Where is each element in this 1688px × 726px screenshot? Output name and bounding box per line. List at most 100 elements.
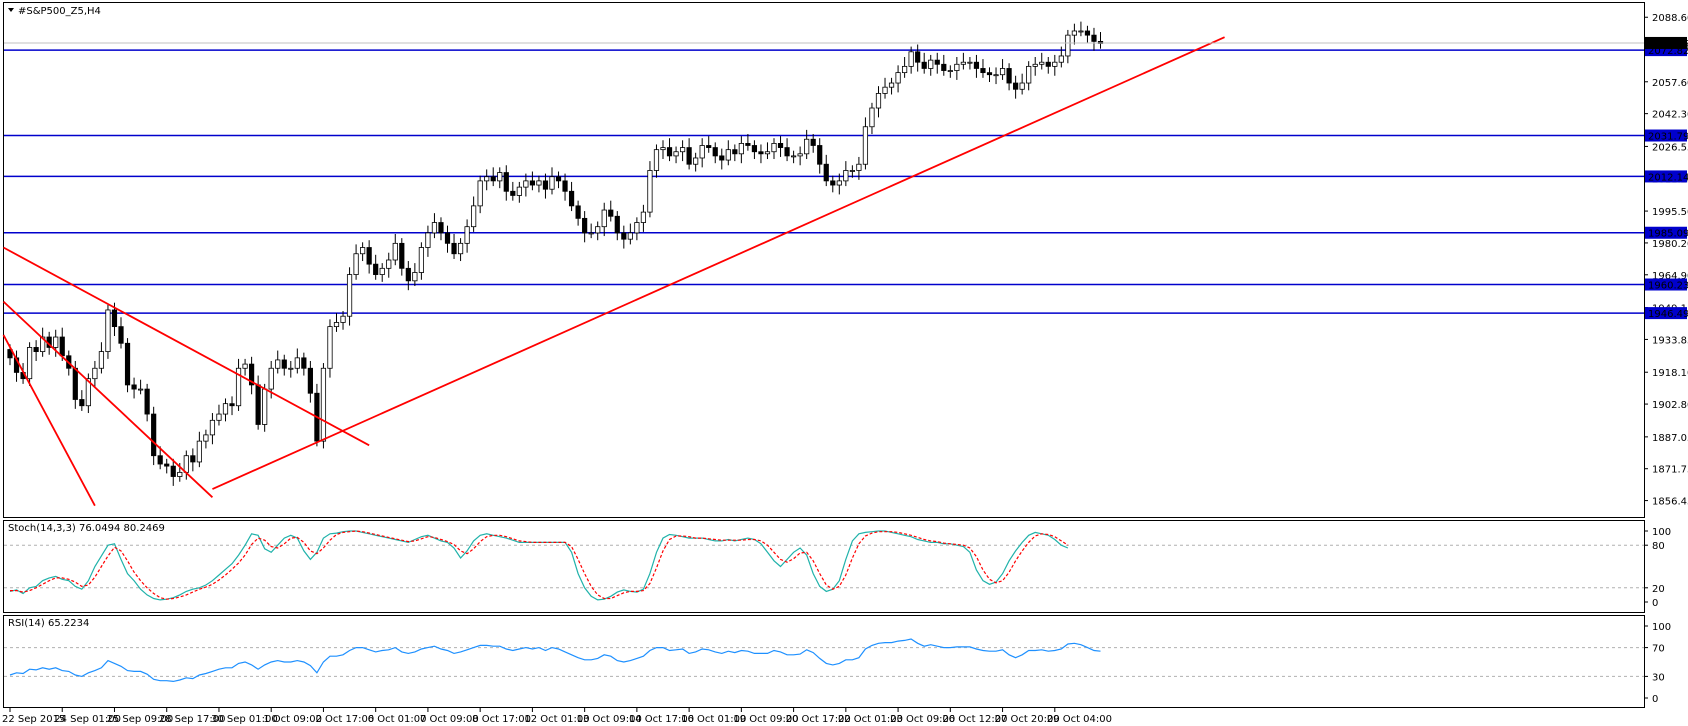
candle — [484, 169, 490, 191]
stoch-tick-label: 80 — [1652, 541, 1665, 552]
bear-candle-body — [686, 147, 692, 165]
bull-candle-body — [679, 147, 686, 153]
candle — [588, 223, 594, 239]
bull-candle-body — [588, 232, 594, 235]
candle — [1032, 57, 1038, 76]
bull-candle-body — [464, 226, 470, 244]
candle — [823, 154, 829, 187]
bull-candle-body — [497, 172, 503, 182]
candle — [568, 181, 575, 212]
candle — [262, 383, 268, 432]
candle — [399, 238, 405, 276]
bear-candle-body — [823, 163, 829, 182]
bear-candle-body — [575, 205, 581, 219]
bear-candle-body — [405, 267, 411, 282]
bull-candle-body — [294, 357, 300, 369]
bear-candle-body — [732, 149, 738, 155]
candle — [196, 431, 202, 468]
candle — [732, 144, 738, 162]
candle — [1091, 27, 1097, 51]
y-tick-label: 1980.20 — [1652, 239, 1688, 250]
candle — [275, 350, 281, 374]
bull-candle-body — [262, 388, 268, 425]
bull-candle-body — [137, 388, 144, 391]
triangle-down-icon[interactable] — [8, 8, 14, 12]
candle — [431, 213, 438, 239]
bull-candle-body — [26, 347, 33, 380]
bear-candle-body — [980, 68, 986, 74]
bear-candle-body — [249, 363, 255, 386]
candle — [640, 204, 647, 232]
candle — [980, 59, 986, 78]
current-price-box — [1645, 36, 1687, 49]
bear-candle-body — [144, 388, 150, 415]
candle — [660, 140, 666, 160]
candle — [190, 448, 196, 472]
candle — [679, 140, 686, 162]
y-tick-label: 1902.80 — [1652, 400, 1688, 411]
bear-candle-body — [1097, 40, 1104, 44]
candle — [627, 223, 633, 245]
candle — [1078, 21, 1084, 37]
bear-candle-body — [921, 61, 927, 69]
y-tick-label: 1856.45 — [1652, 497, 1688, 508]
main-chart-title: #S&P500_Z5,H4 — [18, 6, 101, 17]
candle — [418, 242, 424, 280]
y-tick-label: 2057.60 — [1652, 78, 1688, 89]
candle — [229, 396, 235, 416]
candle — [921, 52, 927, 74]
bear-candle-body — [745, 143, 751, 146]
candle — [960, 52, 966, 70]
x-tick-label: 7 Oct 09:00 — [420, 714, 479, 725]
current-price-label: 2076.25 — [1648, 39, 1688, 50]
bear-candle-body — [1013, 82, 1019, 90]
candle — [503, 165, 509, 201]
candle — [1058, 46, 1064, 68]
y-tick-label: 2042.30 — [1652, 110, 1688, 121]
bull-candle-body — [947, 70, 953, 72]
bear-candle-body — [301, 357, 307, 369]
bear-candle-body — [1084, 30, 1091, 36]
bull-candle-body — [1039, 61, 1045, 65]
candle — [353, 244, 359, 280]
x-tick-label: 23 Oct 09:00 — [890, 714, 955, 725]
price-tag-label: 1985.09 — [1648, 229, 1688, 240]
candle — [738, 136, 744, 164]
x-tick-label: 30 Sep 01:00 — [211, 714, 278, 725]
candle — [902, 57, 908, 78]
candle — [340, 311, 346, 330]
candle — [216, 404, 222, 426]
current-price-marker: 2076.25 — [4, 36, 1688, 50]
candle — [817, 138, 823, 174]
bear-candle-body — [79, 399, 85, 407]
bear-candle-body — [751, 145, 758, 153]
candle — [810, 134, 816, 153]
bull-candle-body — [660, 147, 666, 151]
stoch-series-signal — [10, 530, 1069, 600]
candle — [203, 429, 209, 449]
bull-candle-body — [425, 232, 431, 248]
bear-candle-body — [830, 180, 836, 186]
bear-candle-body — [915, 51, 921, 63]
bull-candle-body — [673, 151, 679, 157]
bull-candle-body — [1032, 63, 1038, 67]
candle — [673, 146, 679, 164]
bull-candle-body — [516, 186, 522, 196]
bull-candle-body — [360, 247, 366, 255]
bear-candle-body — [170, 465, 176, 477]
candle — [1045, 57, 1051, 74]
y-tick-label: 1887.05 — [1652, 433, 1688, 444]
bull-candle-body — [1078, 30, 1084, 33]
stoch-tick-label: 100 — [1652, 527, 1671, 538]
bull-candle-body — [457, 242, 464, 255]
bear-candle-body — [307, 367, 313, 394]
bear-candle-body — [568, 190, 575, 207]
candle — [719, 148, 725, 170]
bear-candle-body — [1045, 61, 1051, 67]
candle — [582, 211, 588, 243]
candle — [915, 44, 921, 72]
bull-candle-body — [1052, 61, 1058, 67]
bear-candle-body — [190, 455, 196, 463]
bear-candle-body — [118, 326, 124, 344]
bear-candle-body — [373, 263, 379, 275]
